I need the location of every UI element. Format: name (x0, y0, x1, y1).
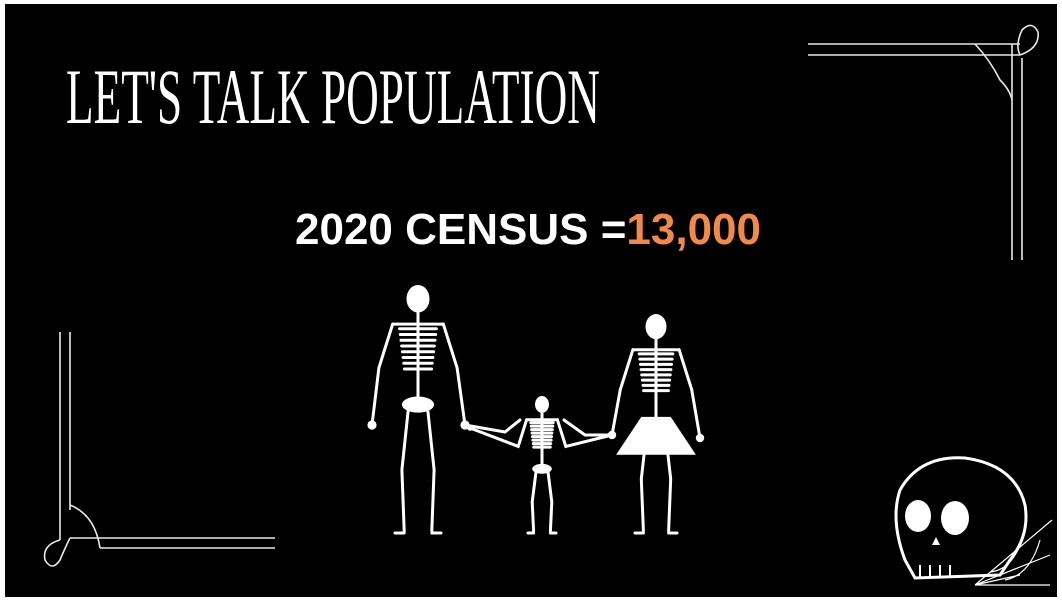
census-label: 2020 CENSUS = (295, 205, 626, 254)
hand (696, 434, 704, 442)
hand (367, 420, 376, 429)
skull (407, 285, 430, 313)
census-line: 2020 CENSUS =13,000 (295, 205, 761, 254)
slide: LET'S TALK POPULATION 2020 CENSUS =13,00… (0, 0, 1062, 601)
skull (646, 314, 667, 339)
skull-eye (941, 501, 969, 535)
skull (535, 396, 549, 413)
slide-title: LET'S TALK POPULATION (66, 53, 600, 140)
census-value: 13,000 (626, 205, 761, 254)
skull-eye (905, 500, 931, 532)
